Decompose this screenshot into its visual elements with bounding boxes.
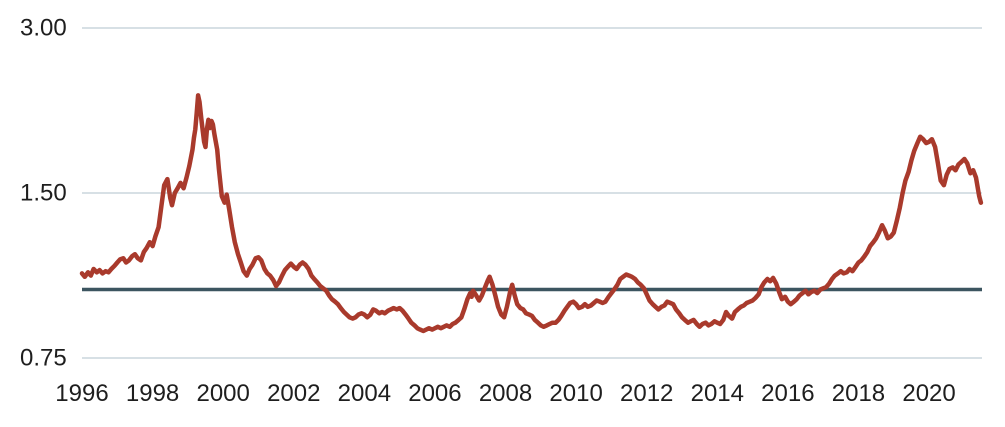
y-tick-label: 1.50	[20, 180, 67, 207]
x-tick-label: 2020	[902, 380, 955, 407]
series-line-valuation-ratio	[79, 93, 984, 334]
x-tick-label: 2008	[479, 380, 532, 407]
x-tick-label: 2010	[549, 380, 602, 407]
x-tick-label: 2002	[267, 380, 320, 407]
x-tick-label: 1998	[126, 380, 179, 407]
x-tick-label: 2016	[761, 380, 814, 407]
y-tick-label: 0.75	[20, 345, 67, 372]
x-tick-label: 1996	[55, 380, 108, 407]
x-tick-label: 2014	[691, 380, 744, 407]
y-tick-label: 3.00	[20, 15, 67, 42]
x-tick-label: 2018	[832, 380, 885, 407]
x-tick-label: 2000	[196, 380, 249, 407]
x-tick-label: 2006	[408, 380, 461, 407]
x-tick-label: 2012	[620, 380, 673, 407]
x-tick-label: 2004	[338, 380, 391, 407]
